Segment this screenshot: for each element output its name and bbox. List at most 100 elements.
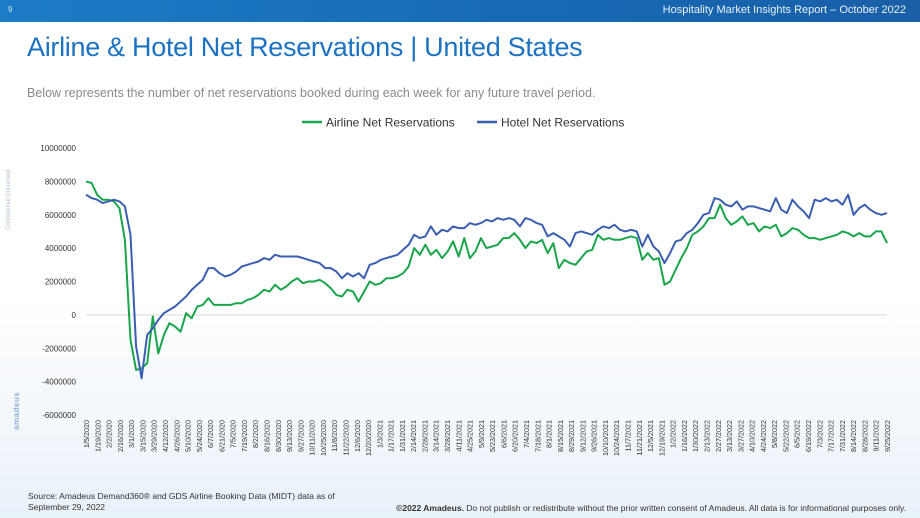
x-tick-label: 6/20/2021	[511, 420, 520, 452]
x-tick-label: 7/19/2020	[240, 420, 249, 452]
x-tick-label: 3/15/2020	[138, 420, 147, 452]
x-tick-label: 1/3/2021	[375, 420, 384, 448]
y-tick-label: 10000000	[40, 144, 76, 153]
copyright-bold: ©2022 Amadeus.	[396, 503, 464, 513]
x-tick-label: 1/17/2021	[387, 420, 396, 452]
x-tick-label: 8/29/2021	[567, 420, 576, 452]
x-tick-label: 9/12/2021	[578, 420, 587, 452]
x-tick-label: 8/1/2021	[545, 420, 554, 448]
copyright-note: ©2022 Amadeus. Do not publish or redistr…	[396, 503, 906, 513]
hotel-series-line	[85, 193, 888, 380]
x-tick-label: 12/5/2021	[646, 420, 655, 452]
x-tick-label: 4/24/2022	[759, 420, 768, 452]
x-tick-label: 3/1/2020	[127, 420, 136, 448]
y-tick-label: -2000000	[42, 344, 76, 353]
x-tick-label: 4/11/2021	[454, 420, 463, 451]
background-cityscape	[0, 300, 920, 518]
x-tick-label: 5/22/2022	[781, 420, 790, 452]
x-tick-label: 7/17/2022	[827, 420, 836, 452]
y-tick-label: -4000000	[42, 378, 76, 387]
x-tick-label: 11/21/2021	[635, 420, 644, 455]
x-tick-label: 12/19/2021	[657, 420, 666, 456]
x-tick-label: 11/7/2021	[624, 420, 633, 451]
x-tick-label: 3/28/2021	[443, 420, 452, 452]
x-tick-label: 4/25/2021	[466, 420, 475, 452]
chart-series	[85, 180, 888, 380]
x-tick-label: 8/14/2022	[849, 420, 858, 452]
x-tick-label: 6/7/2020	[206, 420, 215, 448]
x-tick-label: 8/28/2022	[860, 420, 869, 452]
x-tick-label: 6/5/2022	[793, 420, 802, 448]
x-tick-label: 2/14/2021	[409, 420, 418, 452]
report-title: Hospitality Market Insights Report – Oct…	[662, 4, 906, 16]
x-tick-label: 5/8/2022	[770, 420, 779, 448]
top-banner: 9 Hospitality Market Insights Report – O…	[0, 0, 920, 22]
x-tick-label: 12/20/2020	[364, 420, 373, 456]
x-tick-label: 7/3/2022	[815, 420, 824, 448]
page-number: 9	[8, 5, 13, 14]
x-tick-label: 8/16/2020	[263, 420, 272, 452]
x-tick-label: 10/10/2021	[601, 420, 610, 456]
x-tick-label: 12/6/2020	[353, 420, 362, 452]
x-tick-label: 10/24/2021	[612, 420, 621, 456]
y-tick-label: 6000000	[45, 211, 77, 220]
x-tick-label: 2/2/2020	[105, 420, 114, 448]
x-tick-label: 1/5/2020	[82, 420, 91, 448]
x-tick-label: 5/23/2021	[488, 420, 497, 452]
x-tick-label: 4/10/2022	[748, 420, 757, 452]
source-note: Source: Amadeus Demand360® and GDS Airli…	[28, 491, 335, 512]
x-tick-label: 1/30/2022	[691, 420, 700, 452]
page-title: Airline & Hotel Net Reservations | Unite…	[27, 32, 583, 62]
x-tick-label: 10/11/2020	[308, 420, 317, 455]
x-tick-label: 5/24/2020	[195, 420, 204, 452]
y-tick-label: 8000000	[45, 177, 77, 186]
copyright-text: Do not publish or redistribute without t…	[463, 503, 906, 513]
x-tick-label: 2/28/2021	[420, 420, 429, 452]
x-tick-label: 9/26/2021	[590, 420, 599, 452]
x-tick-label: 9/11/2022	[872, 420, 881, 451]
x-tick-label: 1/16/2022	[680, 420, 689, 452]
x-tick-label: 9/13/2020	[285, 420, 294, 452]
x-tick-label: 2/27/2022	[714, 420, 723, 452]
x-axis: 1/5/2020 1/19/2020 2/2/2020 2/16/2020 3/1/20…	[82, 420, 892, 456]
x-tick-label: 2/13/2022	[702, 420, 711, 452]
x-tick-label: 1/19/2020	[93, 420, 102, 452]
x-tick-label: 6/6/2021	[499, 420, 508, 448]
x-tick-label: 3/29/2020	[150, 420, 159, 452]
y-axis: 10000000 8000000 6000000 4000000 2000000 0 -20…	[40, 144, 76, 420]
x-tick-label: 11/22/2020	[341, 420, 350, 455]
legend-airline-label: Airline Net Reservations	[326, 116, 455, 130]
x-tick-label: 11/8/2020	[330, 420, 339, 451]
x-tick-label: 9/27/2020	[296, 420, 305, 452]
x-tick-label: 10/25/2020	[319, 420, 328, 456]
x-tick-label: 1/31/2021	[398, 420, 407, 452]
x-tick-label: 7/18/2021	[533, 420, 542, 452]
x-tick-label: 6/21/2020	[217, 420, 226, 452]
x-tick-label: 2/16/2020	[116, 420, 125, 452]
x-tick-label: 3/14/2021	[432, 420, 441, 452]
x-tick-label: 3/13/2022	[725, 420, 734, 452]
x-tick-label: 1/2/2022	[669, 420, 678, 448]
x-tick-label: 7/5/2020	[229, 420, 238, 448]
x-tick-label: 4/26/2020	[172, 420, 181, 452]
x-tick-label: 5/10/2020	[184, 420, 193, 452]
x-tick-label: 7/31/2022	[838, 420, 847, 452]
x-tick-label: 9/25/2022	[883, 420, 892, 452]
airline-series-line	[85, 180, 888, 371]
chart-legend: Airline Net Reservations Hotel Net Reserv…	[302, 116, 624, 130]
x-tick-label: 8/30/2020	[274, 420, 283, 452]
x-tick-label: 6/19/2022	[804, 420, 813, 452]
x-tick-label: 3/27/2022	[736, 420, 745, 452]
x-tick-label: 7/4/2021	[522, 420, 531, 448]
x-tick-label: 5/9/2021	[477, 420, 486, 448]
x-tick-label: 8/2/2020	[251, 420, 260, 448]
y-tick-label: 4000000	[45, 244, 77, 253]
y-tick-label: 2000000	[45, 278, 77, 287]
x-tick-label: 4/12/2020	[161, 420, 170, 452]
page-subtitle: Below represents the number of net reser…	[27, 86, 596, 100]
y-tick-label: 0	[72, 311, 77, 320]
x-tick-label: 8/15/2021	[556, 420, 565, 452]
y-tick-label: -6000000	[42, 411, 76, 420]
legend-hotel-label: Hotel Net Reservations	[501, 116, 624, 130]
